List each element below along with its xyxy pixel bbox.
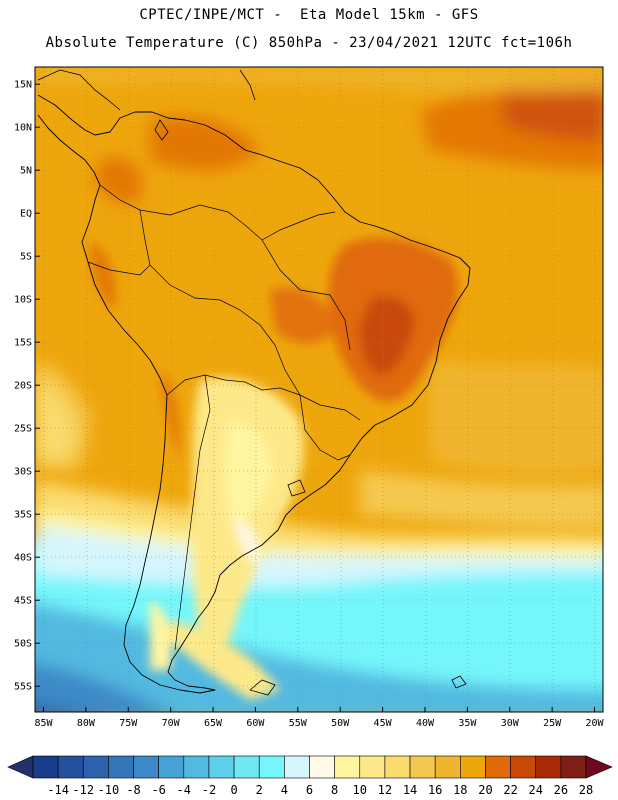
lat-tick-label: 40S (14, 553, 32, 564)
map-frame (34, 66, 604, 713)
colorbar-label: 24 (529, 783, 543, 797)
colorbar-swatch (258, 755, 285, 779)
colorbar-label: 20 (478, 783, 492, 797)
temperature-field (35, 67, 603, 712)
colorbar-swatch (384, 755, 411, 779)
colorbar-swatch (485, 755, 511, 779)
colorbar-label: -14 (47, 783, 69, 797)
lat-tick-label: 35S (14, 510, 32, 521)
colorbar-label: -6 (151, 783, 165, 797)
colorbar-swatch (309, 755, 335, 779)
lat-tick-label: 5N (20, 166, 32, 177)
colorbar-label: 2 (256, 783, 263, 797)
colorbar-label: 14 (403, 783, 417, 797)
lon-tick-label: 50W (331, 718, 350, 729)
title-line-2: Absolute Temperature (C) 850hPa - 23/04/… (45, 35, 573, 51)
colorbar-label: 18 (453, 783, 467, 797)
grid-lines (35, 67, 603, 712)
lon-tick-label: 70W (162, 718, 181, 729)
colorbar-swatch (233, 755, 260, 779)
lon-tick-label: 60W (246, 718, 265, 729)
colorbar-swatch (133, 755, 159, 779)
colorbar-swatch (284, 755, 310, 779)
lat-tick-label: 10S (14, 295, 32, 306)
colorbar-label: -10 (98, 783, 120, 797)
lat-tick-label: 5S (20, 252, 32, 263)
colorbar-label: 22 (503, 783, 517, 797)
colorbar-swatch (560, 755, 587, 779)
country-borders (87, 184, 361, 651)
central-america-islands (37, 69, 467, 696)
lon-tick-label: 40W (416, 718, 435, 729)
colorbar-label: 6 (306, 783, 313, 797)
colorbar-label: 16 (428, 783, 442, 797)
colorbar: -14 -12 -10 -8 -6 -4 -2 0 2 4 6 8 10 12 14 16 18 20 22 24 26… (7, 755, 613, 797)
lon-tick-label: 55W (289, 718, 308, 729)
colorbar-high-extension (585, 755, 613, 779)
colorbar-swatch (359, 755, 386, 779)
lat-tick-label: EQ (20, 209, 32, 220)
continent-coastline (37, 94, 471, 694)
lon-tick-label: 30W (501, 718, 520, 729)
colorbar-swatch (82, 755, 109, 779)
lat-tick-label: 55S (14, 682, 32, 693)
colorbar-label: 4 (281, 783, 288, 797)
lon-tick-label: 25W (543, 718, 562, 729)
colorbar-swatch (535, 755, 562, 779)
title-line-1: CPTEC/INPE/MCT - Eta Model 15km - GFS (139, 7, 479, 23)
colorbar-label: 8 (331, 783, 338, 797)
colorbar-swatch (334, 755, 361, 779)
colorbar-swatch (158, 755, 185, 779)
colorbar-label: 12 (378, 783, 392, 797)
colorbar-label: 26 (554, 783, 568, 797)
lat-tick-label: 15N (14, 80, 32, 91)
lat-tick-label: 20S (14, 381, 32, 392)
colorbar-swatch (434, 755, 461, 779)
lon-tick-label: 75W (119, 718, 138, 729)
lat-tick-label: 45S (14, 596, 32, 607)
colorbar-swatch (208, 755, 235, 779)
lat-tick-label: 50S (14, 639, 32, 650)
latitude-axis: 15N 10N 5N EQ 5S 10S 15S 20S 25S 30S 35S 40S 45S 50S 5… (14, 80, 40, 693)
longitude-axis: 85W 80W 75W 70W 65W 60W 55W 50W 45W 40W 35W 30W 25W 2… (34, 707, 605, 729)
colorbar-label: -12 (72, 783, 94, 797)
lat-tick-label: 10N (14, 123, 32, 134)
lat-tick-label: 25S (14, 424, 32, 435)
lon-tick-label: 35W (458, 718, 477, 729)
colorbar-label: 0 (230, 783, 237, 797)
lon-tick-label: 45W (374, 718, 393, 729)
colorbar-swatch (183, 755, 210, 779)
colorbar-label: -8 (126, 783, 140, 797)
colorbar-label: -2 (202, 783, 216, 797)
lon-tick-label: 20W (585, 718, 604, 729)
colorbar-label: 10 (353, 783, 367, 797)
colorbar-swatch (32, 755, 59, 779)
lon-tick-label: 65W (204, 718, 223, 729)
colorbar-swatch (460, 755, 486, 779)
lat-tick-label: 30S (14, 467, 32, 478)
lat-tick-label: 15S (14, 338, 32, 349)
colorbar-swatch (57, 755, 84, 779)
colorbar-label: -4 (177, 783, 191, 797)
colorbar-low-extension (7, 755, 34, 779)
lon-tick-label: 80W (77, 718, 96, 729)
colorbar-swatch (409, 755, 436, 779)
colorbar-swatch (510, 755, 537, 779)
lon-tick-label: 85W (34, 718, 53, 729)
colorbar-label: 28 (579, 783, 593, 797)
colorbar-swatch (108, 755, 134, 779)
